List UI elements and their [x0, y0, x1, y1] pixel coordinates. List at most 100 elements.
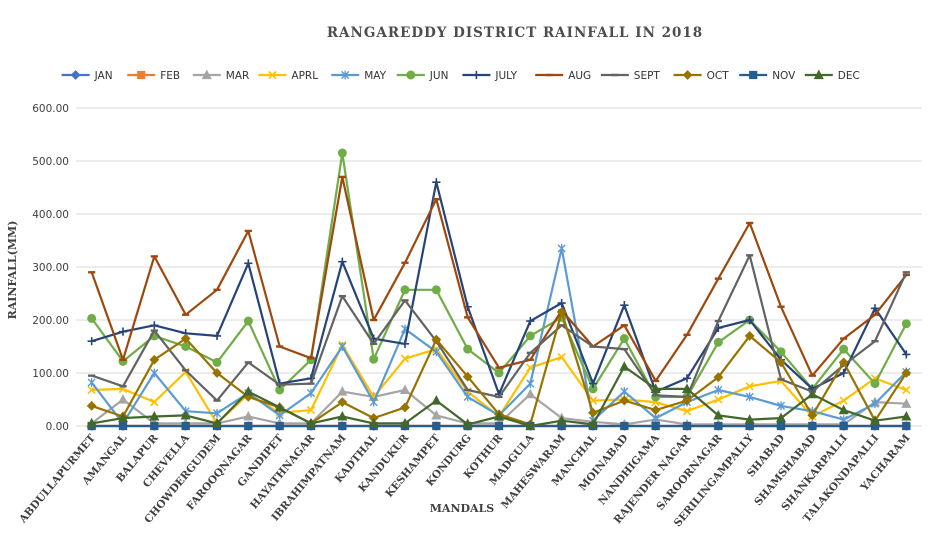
data-point	[431, 334, 442, 345]
legend-marker	[341, 70, 350, 80]
legend-item-dec[interactable]: DEC	[804, 69, 860, 82]
data-point	[525, 388, 536, 399]
legend-item-oct[interactable]: OCT	[673, 70, 730, 82]
legend-item-sept[interactable]: SEPT	[600, 70, 661, 82]
data-point	[244, 259, 253, 268]
data-point	[149, 410, 160, 421]
data-point	[870, 304, 880, 313]
legend-label: JULY	[494, 70, 517, 82]
legend-label: NOV	[772, 70, 796, 82]
data-point	[588, 407, 598, 418]
legend-label: FEB	[160, 70, 180, 82]
data-point	[902, 421, 911, 431]
legend-marker	[201, 69, 212, 80]
legend-marker	[813, 69, 824, 80]
x-axis-title: MANDALS	[430, 502, 495, 515]
data-point	[838, 357, 849, 368]
data-point	[682, 406, 692, 416]
data-point	[275, 421, 284, 431]
data-point	[150, 321, 159, 330]
data-point	[338, 257, 347, 266]
legend-item-july[interactable]: JULY	[462, 70, 518, 82]
y-axis-title: RAINFALL(MM)	[6, 221, 19, 320]
x-tick-label: KESHAMPET	[383, 432, 443, 500]
data-point	[369, 397, 378, 407]
data-point	[150, 368, 159, 378]
data-point	[117, 412, 129, 423]
legend-marker	[70, 70, 81, 80]
data-point	[306, 405, 316, 415]
legend-item-aprl[interactable]: APRL	[258, 70, 318, 82]
data-point	[681, 383, 693, 393]
data-point	[650, 405, 661, 416]
legend-marker	[472, 70, 481, 80]
data-point	[745, 392, 754, 402]
data-point	[870, 399, 880, 409]
data-point	[181, 421, 190, 431]
data-point	[87, 385, 96, 395]
legend-item-may[interactable]: MAY	[331, 70, 387, 82]
legend-item-mar[interactable]: MAR	[192, 69, 250, 82]
data-point	[244, 421, 253, 431]
data-point	[243, 386, 254, 396]
data-point	[682, 374, 692, 383]
data-point	[557, 298, 566, 308]
data-point	[212, 408, 222, 418]
data-point	[493, 410, 505, 421]
legend-label: SEPT	[634, 70, 661, 82]
legend-marker	[137, 70, 146, 80]
data-point	[902, 350, 911, 359]
data-point	[306, 388, 316, 398]
data-point	[87, 378, 96, 387]
data-point	[494, 421, 504, 431]
series-group	[86, 148, 912, 431]
data-point	[338, 421, 347, 431]
data-point	[212, 357, 222, 367]
legend-item-jan[interactable]: JAN	[61, 70, 113, 82]
legend-item-jun[interactable]: JUN	[396, 70, 449, 82]
data-point	[901, 410, 912, 421]
data-point	[839, 368, 848, 378]
data-point	[902, 385, 911, 395]
y-tick-label: 200.00	[32, 315, 69, 327]
data-point	[869, 415, 881, 425]
data-point	[180, 409, 191, 420]
data-point	[337, 148, 347, 158]
data-point	[150, 421, 159, 431]
data-point	[745, 315, 754, 325]
data-point	[86, 400, 97, 411]
data-point	[807, 410, 818, 421]
data-point	[556, 415, 567, 425]
data-point	[118, 327, 128, 336]
legend-item-feb[interactable]: FEB	[127, 70, 180, 82]
chart-title: RANGAREDDY DISTRICT RAINFALL IN 2018	[327, 25, 703, 41]
data-point	[526, 379, 535, 388]
y-tick-label: 400.00	[32, 209, 69, 221]
series-nov	[87, 421, 911, 431]
data-point	[400, 402, 410, 413]
legend-label: APRL	[291, 70, 318, 82]
data-point	[211, 417, 223, 428]
y-tick-label: 100.00	[32, 368, 69, 380]
data-point	[682, 395, 692, 406]
series-sept	[88, 254, 910, 402]
data-point	[432, 347, 441, 357]
data-point	[243, 410, 254, 421]
data-point	[212, 368, 222, 378]
data-point	[399, 384, 411, 395]
data-point	[556, 307, 567, 317]
data-point	[838, 404, 849, 415]
data-point	[620, 301, 629, 310]
data-point	[650, 383, 661, 393]
legend-item-aug[interactable]: AUG	[535, 70, 591, 82]
series-jun	[87, 148, 911, 402]
data-point	[337, 410, 348, 421]
data-point	[808, 421, 817, 431]
legend-item-nov[interactable]: NOV	[739, 70, 796, 82]
legend-marker	[268, 70, 277, 80]
data-point	[620, 421, 629, 431]
data-point	[588, 379, 598, 388]
data-point	[525, 331, 535, 341]
data-point	[744, 414, 755, 424]
y-tick-label: 500.00	[32, 156, 69, 168]
